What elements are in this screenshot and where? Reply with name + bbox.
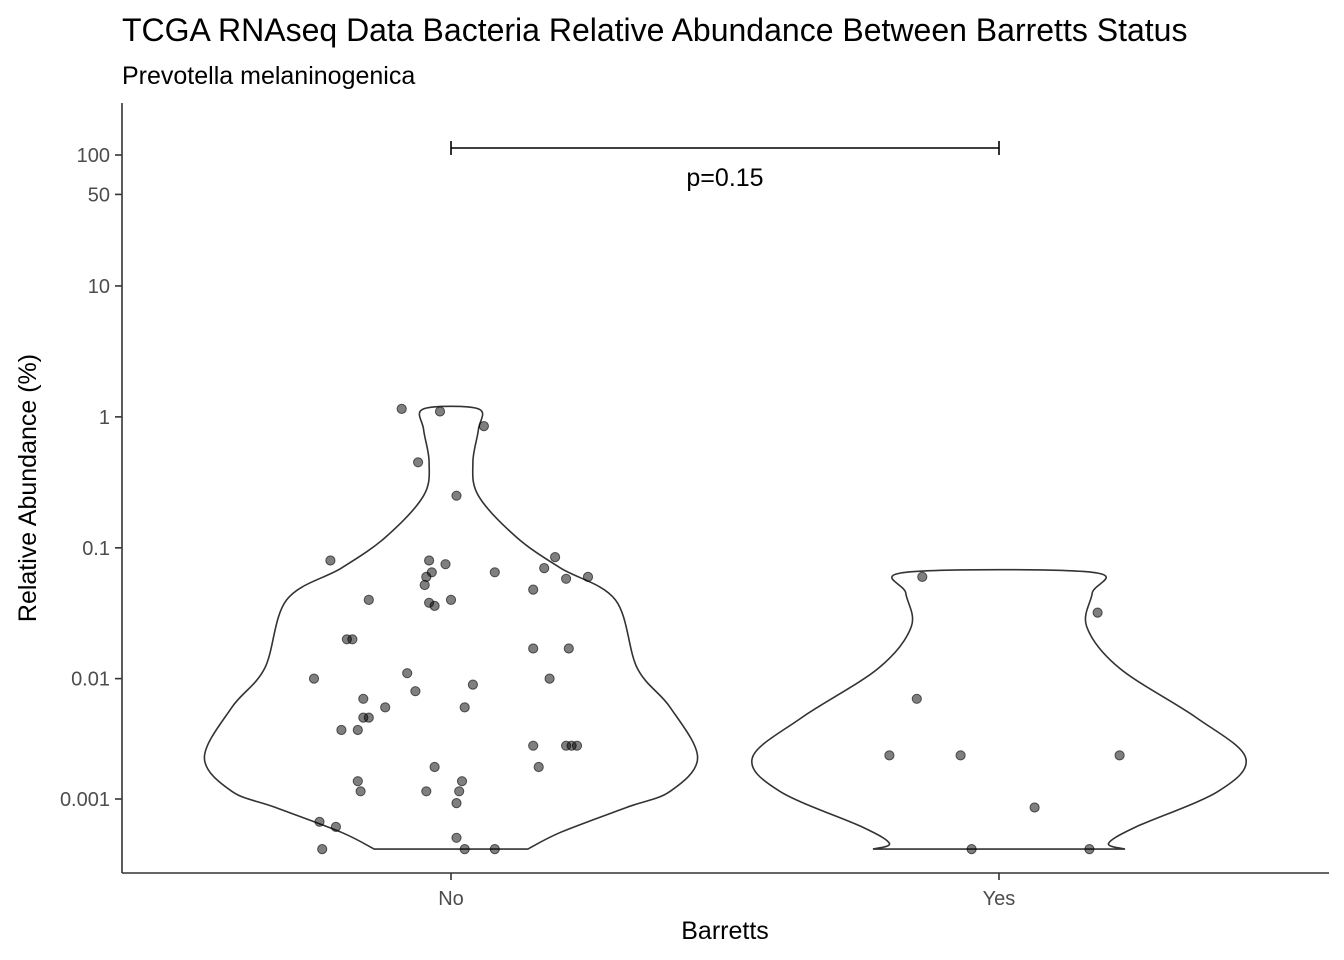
x-axis-title: Barretts — [681, 917, 769, 945]
x-ticks: No Yes — [438, 873, 1015, 910]
data-point — [528, 740, 539, 751]
data-point — [489, 844, 500, 855]
y-tick-label: 50 — [88, 184, 110, 206]
data-point — [563, 643, 574, 654]
data-point — [1114, 750, 1125, 761]
data-point — [561, 573, 572, 584]
data-point — [478, 421, 489, 432]
data-point — [544, 673, 555, 684]
y-tick-label: 0.1 — [82, 538, 110, 560]
data-point — [396, 403, 407, 414]
data-point — [884, 750, 895, 761]
data-point — [528, 584, 539, 595]
y-tick-label: 100 — [77, 145, 110, 167]
chart-title: TCGA RNAseq Data Bacteria Relative Abund… — [122, 12, 1187, 48]
chart-subtitle: Prevotella melaninogenica — [122, 62, 415, 90]
data-point — [421, 786, 432, 797]
data-point — [413, 457, 424, 468]
data-point — [434, 406, 446, 417]
data-point — [550, 552, 561, 563]
data-point — [429, 600, 440, 612]
axes-layer — [121, 103, 1329, 874]
data-point — [424, 555, 435, 566]
data-point — [454, 786, 465, 797]
y-tick-label: 0.001 — [60, 789, 110, 811]
data-point — [440, 559, 451, 570]
data-point — [426, 567, 437, 578]
data-point — [352, 724, 363, 736]
data-point — [566, 740, 577, 751]
p-value-label: p=0.15 — [686, 164, 763, 192]
data-point — [459, 844, 470, 855]
x-tick-label: Yes — [983, 888, 1016, 910]
data-point — [917, 571, 928, 583]
data-point — [955, 750, 966, 761]
x-tick-label: No — [438, 888, 464, 910]
data-point — [314, 816, 325, 827]
data-point — [317, 844, 328, 855]
data-point — [451, 798, 462, 809]
data-point — [363, 594, 374, 606]
data-point — [363, 712, 374, 723]
data-point — [445, 594, 457, 606]
data-point — [451, 490, 462, 501]
significance-bracket — [450, 141, 1000, 155]
data-point — [966, 844, 977, 855]
data-point — [528, 643, 539, 654]
data-point — [467, 679, 478, 690]
data-point — [336, 724, 347, 736]
data-point — [1084, 844, 1095, 855]
y-axis-title: Relative Abundance (%) — [14, 354, 42, 622]
data-point — [308, 673, 320, 684]
data-point — [402, 668, 413, 679]
data-point — [325, 555, 336, 566]
data-point — [533, 761, 544, 773]
data-point — [1029, 802, 1040, 813]
data-point — [380, 702, 391, 713]
data-point — [451, 832, 462, 843]
y-tick-label: 1 — [99, 407, 110, 429]
data-point — [489, 567, 500, 578]
data-point — [456, 776, 468, 787]
data-point — [429, 761, 440, 773]
data-point — [911, 693, 922, 704]
violins-layer — [203, 405, 1248, 850]
data-point — [419, 579, 430, 591]
data-point — [358, 693, 369, 704]
data-point — [1092, 607, 1103, 618]
violin-yes — [750, 568, 1248, 850]
violin-no — [203, 405, 699, 850]
data-point — [582, 571, 594, 583]
data-point — [410, 686, 421, 697]
data-point — [352, 776, 363, 787]
y-tick-label: 0.01 — [71, 669, 110, 691]
data-point — [539, 563, 550, 574]
data-point — [330, 821, 341, 833]
data-point — [347, 634, 358, 645]
data-point — [459, 702, 470, 713]
data-point — [355, 786, 366, 797]
points-layer — [308, 403, 1125, 855]
y-tick-label: 10 — [88, 276, 110, 298]
y-ticks: 0.001 0.01 0.1 1 10 50 100 — [60, 145, 122, 811]
